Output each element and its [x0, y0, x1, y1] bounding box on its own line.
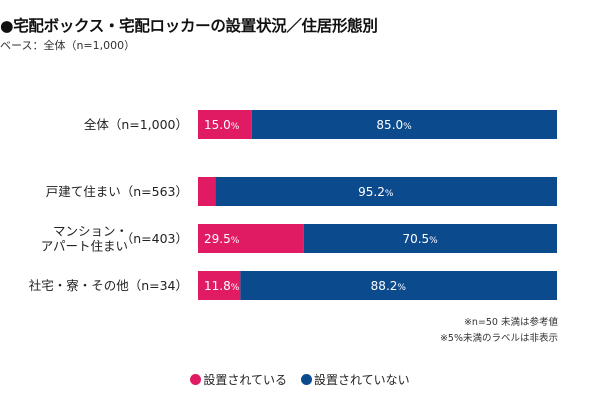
category-label: 社宅・寮・その他（n=34）	[29, 278, 188, 293]
bar-segment-installed	[198, 177, 216, 206]
bar-segment-installed	[198, 110, 252, 139]
data-label: 85.0%	[376, 118, 412, 132]
category-label-line: マンション・	[53, 224, 128, 239]
data-label: 15.0%	[204, 118, 240, 132]
data-label: 70.5%	[402, 232, 438, 246]
category-label: 戸建て住まい（n=563）	[46, 184, 188, 199]
bar-segment-not-installed	[215, 177, 557, 206]
legend-label-not-installed: 設置されていない	[314, 373, 410, 387]
note-hidden-labels: ※5%未満のラベルは非表示	[439, 333, 558, 344]
legend-item-not-installed: 設置されていない	[301, 371, 410, 388]
category-label-count: （n=403）	[121, 231, 188, 246]
note-reference-value: ※n=50 未満は参考値	[463, 317, 558, 328]
data-label: 88.2%	[371, 279, 407, 293]
data-label: 29.5%	[204, 232, 240, 246]
bar-segment-installed	[198, 224, 304, 253]
bar-segment-not-installed	[240, 271, 557, 300]
bar-segment-installed	[198, 271, 241, 300]
legend-dot-installed-icon	[190, 374, 202, 385]
category-label: 全体（n=1,000）	[84, 117, 188, 132]
legend-item-installed: 設置されている	[190, 371, 287, 388]
legend: 設置されている 設置されていない	[0, 371, 600, 388]
category-label-line: アパート住まい	[41, 239, 128, 254]
legend-label-installed: 設置されている	[203, 373, 287, 387]
chart-subtitle: ベース：全体（n=1,000）	[0, 39, 136, 52]
data-label: 11.8%	[204, 279, 240, 293]
chart-title: ●宅配ボックス・宅配ロッカーの設置状況／住居形態別	[0, 17, 378, 35]
data-label: 95.2%	[358, 185, 394, 199]
bar-segment-not-installed	[303, 224, 557, 253]
bar-segment-not-installed	[251, 110, 557, 139]
legend-dot-not-installed-icon	[301, 374, 312, 385]
